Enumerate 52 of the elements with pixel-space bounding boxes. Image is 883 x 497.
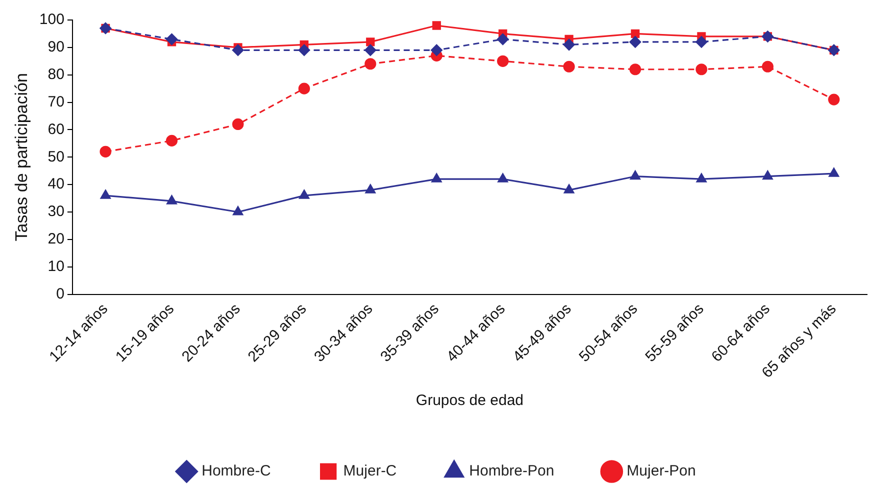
point (365, 184, 376, 194)
point (298, 44, 310, 56)
point (497, 33, 509, 45)
point (630, 29, 640, 38)
y-axis-title: Tasas de participación (12, 73, 31, 242)
point (762, 170, 773, 180)
point (366, 38, 375, 46)
point (364, 44, 376, 56)
y-tick-label: 70 (48, 93, 64, 110)
point (232, 44, 244, 56)
y-tick-label: 10 (48, 258, 64, 276)
point (696, 173, 707, 182)
point (696, 36, 708, 48)
point (100, 190, 111, 199)
y-tick-label: 50 (48, 148, 64, 166)
point (563, 38, 575, 50)
point (828, 94, 840, 106)
y-tick-label: 20 (48, 230, 64, 248)
y-tick-label: 60 (48, 120, 64, 138)
point (762, 60, 774, 72)
y-tick-label: 80 (48, 66, 64, 83)
y-tick-label: 100 (39, 11, 64, 28)
y-tick-label: 40 (48, 176, 64, 193)
y-tick-label: 90 (48, 38, 64, 56)
point (498, 173, 508, 182)
legend-label: Mujer-Pon (626, 462, 696, 480)
point (563, 60, 575, 72)
point (232, 118, 244, 130)
point (629, 64, 642, 76)
x-axis-title: Grupos de edad (416, 392, 524, 410)
point (432, 21, 441, 30)
y-tick-label: 30 (48, 203, 64, 220)
point (630, 170, 640, 180)
point (629, 36, 642, 48)
point (166, 134, 178, 146)
y-tick-label: 0 (56, 285, 64, 302)
point (564, 184, 574, 194)
legend-label: Hombre-C (202, 462, 271, 480)
point (430, 44, 442, 56)
point (828, 168, 840, 177)
point (696, 64, 708, 76)
point (166, 195, 177, 204)
point (100, 146, 112, 158)
point (299, 190, 310, 199)
point (364, 58, 376, 70)
point (497, 55, 509, 67)
point (298, 82, 310, 94)
point (166, 33, 178, 45)
legend-label: Hombre-Pon (469, 462, 554, 480)
legend-label: Mujer-C (343, 462, 397, 480)
point (431, 173, 442, 182)
point (232, 206, 244, 216)
